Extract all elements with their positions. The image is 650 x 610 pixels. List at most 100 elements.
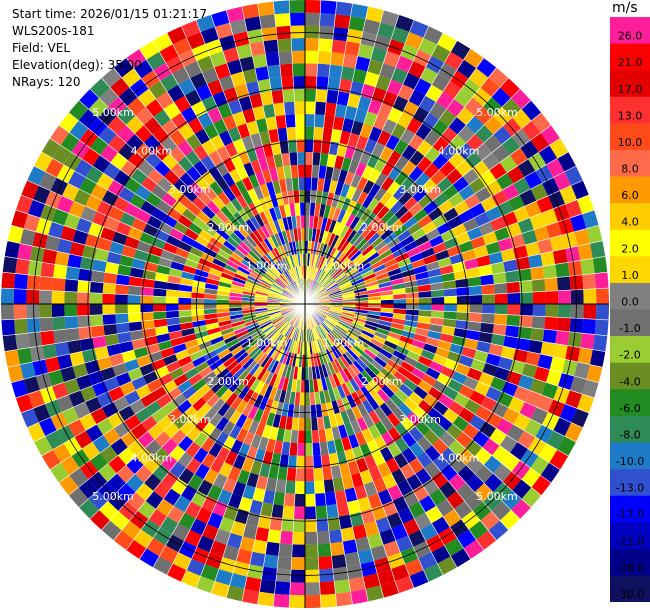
range-gate: [165, 310, 180, 319]
range-gate: [73, 401, 91, 420]
range-gate: [121, 349, 137, 363]
range-gate: [223, 240, 237, 252]
ray-line: [226, 10, 306, 305]
range-gate: [203, 247, 218, 258]
range-gate: [432, 380, 448, 394]
range-gate: [436, 373, 452, 387]
range-gate: [287, 312, 297, 323]
range-gate: [23, 376, 40, 395]
range-gate: [335, 1, 353, 17]
range-gate: [549, 138, 569, 159]
range-gate: [381, 344, 396, 355]
range-gate: [295, 114, 305, 127]
range-gate: [557, 217, 575, 236]
range-gate: [311, 282, 319, 294]
range-gate: [191, 304, 204, 310]
range-gate: [517, 268, 532, 282]
range-gate: [192, 355, 207, 368]
range-gate: [14, 318, 28, 335]
range-gate: [352, 524, 368, 540]
range-gate: [300, 215, 305, 229]
range-gate: [261, 323, 274, 332]
range-gate: [153, 33, 173, 52]
range-gate: [336, 276, 349, 285]
range-gate: [225, 201, 238, 216]
range-gate: [106, 343, 122, 357]
range-gate: [465, 439, 483, 457]
range-gate: [386, 236, 401, 249]
range-gate: [274, 581, 291, 595]
range-gate: [371, 505, 387, 521]
range-gate: [277, 127, 288, 142]
range-gate: [310, 190, 317, 204]
range-gate: [340, 285, 354, 293]
range-gate: [62, 183, 80, 201]
range-gate: [250, 132, 263, 148]
range-gate: [297, 266, 302, 280]
ray-line: [304, 256, 606, 305]
range-gate: [424, 146, 441, 163]
range-gate: [68, 100, 89, 121]
range-gate: [380, 367, 394, 381]
range-gate: [285, 287, 296, 297]
range-gate: [508, 396, 525, 414]
range-gate: [406, 298, 419, 304]
range-gate: [420, 523, 438, 542]
range-gate: [313, 467, 324, 482]
range-gate: [210, 262, 224, 273]
range-gate: [208, 267, 223, 277]
range-gate: [432, 214, 448, 228]
range-gate: [291, 267, 298, 281]
range-gate: [48, 369, 65, 387]
range-gate: [329, 294, 343, 299]
range-gate: [286, 255, 294, 269]
range-gate: [316, 76, 329, 90]
range-gate: [242, 311, 256, 318]
colorbar-tick-label: -10.0: [616, 455, 644, 468]
range-gate: [127, 367, 143, 382]
range-gate: [235, 428, 249, 443]
range-gate: [314, 287, 325, 297]
range-gate: [500, 346, 516, 360]
range-gate: [204, 282, 219, 291]
range-gate: [226, 585, 245, 602]
range-gate: [342, 242, 353, 255]
range-gate: [430, 282, 444, 291]
range-gate: [227, 493, 243, 509]
range-gate: [338, 319, 352, 327]
range-gate: [179, 420, 195, 436]
range-gate: [146, 537, 166, 557]
range-gate: [247, 275, 260, 284]
range-gate: [509, 147, 529, 167]
range-gate: [395, 14, 414, 33]
range-gate: [243, 256, 256, 267]
range-gate: [432, 136, 450, 154]
range-gate: [217, 489, 233, 506]
range-gate: [143, 116, 162, 135]
range-gate: [381, 384, 395, 399]
range-gate: [462, 423, 480, 440]
range-gate: [323, 115, 335, 129]
range-gate: [316, 325, 324, 338]
range-gate: [557, 290, 571, 304]
range-gate: [284, 311, 296, 320]
range-gate: [26, 274, 41, 291]
range-gate: [291, 417, 300, 431]
range-gate: [279, 258, 288, 272]
range-gate: [177, 156, 194, 173]
range-gate: [467, 276, 482, 287]
range-gate: [161, 192, 178, 208]
range-gate: [430, 169, 447, 186]
range-gate: [506, 314, 521, 327]
range-gate: [181, 20, 201, 38]
range-gate: [39, 317, 54, 332]
range-gate: [395, 252, 410, 263]
range-gate: [305, 481, 315, 494]
colorbar-tick-label: 1.0: [621, 269, 639, 282]
range-gate: [249, 216, 261, 230]
range-gate: [305, 556, 319, 570]
ray-line: [304, 303, 595, 399]
range-gate: [201, 139, 217, 156]
range-gate: [380, 581, 399, 598]
